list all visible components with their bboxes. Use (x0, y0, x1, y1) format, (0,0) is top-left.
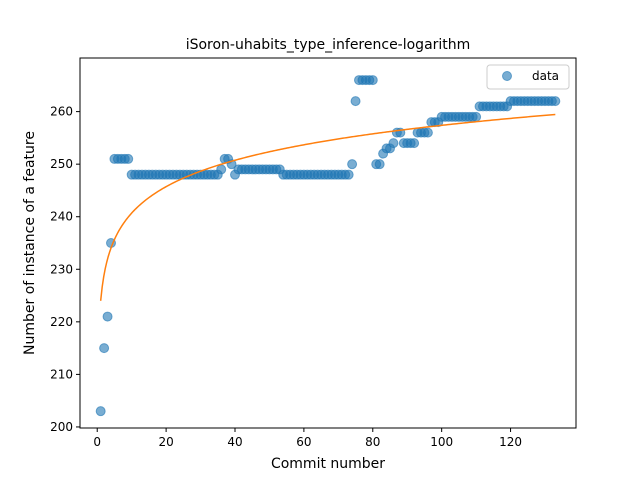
data-point (216, 164, 227, 175)
y-tick-label: 200 (50, 420, 73, 434)
data-point (123, 153, 134, 164)
data-point (367, 75, 378, 86)
data-point (422, 127, 433, 138)
data-point (347, 159, 358, 170)
data-point (409, 138, 420, 149)
x-tick-label: 40 (227, 435, 242, 449)
plot-area (80, 58, 576, 428)
data-point (374, 159, 385, 170)
fit-line-layer (99, 113, 556, 301)
x-tick-label: 20 (158, 435, 173, 449)
data-point (350, 96, 361, 107)
y-axis-label: Number of instance of a feature (22, 131, 38, 355)
y-tick-label: 240 (50, 210, 73, 224)
data-point (550, 96, 561, 107)
y-tick-label: 210 (50, 367, 73, 381)
chart-title: iSoron-uhabits_type_inference-logarithm (186, 37, 471, 53)
x-tick-label: 100 (430, 435, 453, 449)
log-fit-line (99, 113, 556, 301)
data-point (471, 111, 482, 122)
y-tick-label: 230 (50, 262, 73, 276)
data-points (95, 75, 561, 417)
y-tick-label: 260 (50, 105, 73, 119)
y-tick-label: 220 (50, 315, 73, 329)
data-point (102, 311, 113, 322)
data-point (388, 138, 399, 149)
x-tick-label: 120 (499, 435, 522, 449)
y-tick-label: 250 (50, 157, 73, 171)
x-tick-label: 0 (93, 435, 101, 449)
plot-frame (79, 57, 577, 429)
legend-label-data: data (532, 69, 559, 83)
x-axis-ticks: 0 20 40 60 80 100 120 (93, 428, 522, 449)
data-point (95, 406, 106, 417)
x-axis-label: Commit number (271, 456, 385, 472)
y-axis-ticks: 200 210 220 230 240 250 260 (50, 105, 80, 434)
legend: data (486, 64, 570, 90)
data-point (343, 169, 354, 180)
x-tick-label: 60 (296, 435, 311, 449)
data-point (99, 343, 110, 354)
x-tick-label: 80 (365, 435, 380, 449)
legend-box (486, 64, 570, 90)
legend-marker-data (502, 71, 512, 81)
